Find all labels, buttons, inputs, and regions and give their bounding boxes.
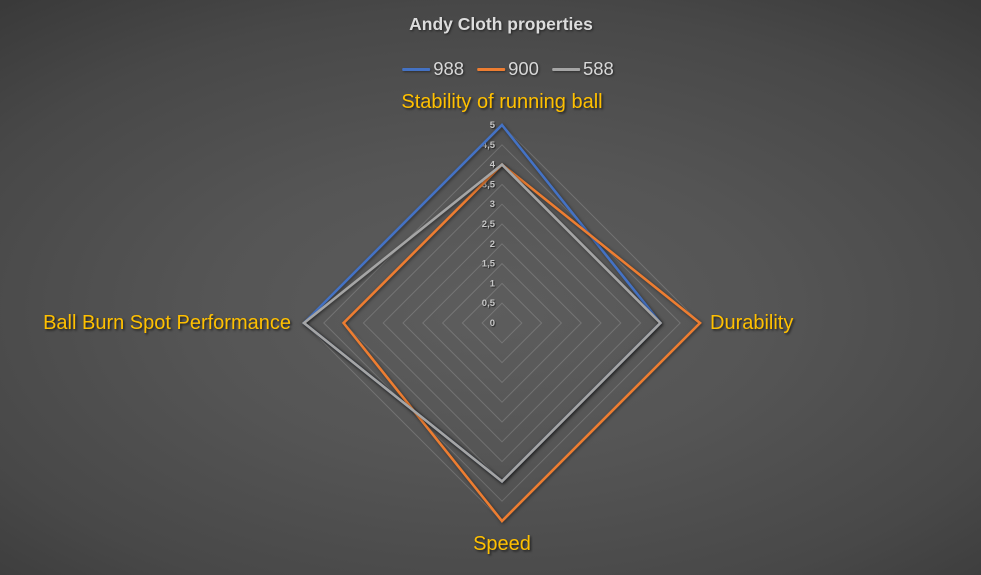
axis-label-stability-of-running-ball: Stability of running ball	[401, 91, 603, 113]
legend-item-series-588: 588	[551, 58, 614, 80]
radar-gridline-ring	[362, 183, 642, 463]
legend-line-swatch-gray	[551, 67, 580, 71]
value-axis-tick-label: 2,5	[482, 219, 496, 230]
radar-gridline-ring	[461, 282, 543, 364]
radar-gridline-ring	[441, 262, 563, 384]
value-axis-tick-label: 0	[490, 318, 495, 329]
radar-gridline-ring	[342, 163, 662, 483]
legend-line-swatch-blue	[402, 67, 431, 71]
chart-title: Andy Cloth properties	[409, 14, 593, 34]
legend-label: 988	[433, 58, 465, 79]
radar-gridline-ring	[402, 223, 602, 423]
value-axis-tick-label: 0,5	[482, 298, 496, 309]
chart-legend: 988 900 588	[402, 58, 614, 80]
value-axis-tick-label: 3	[490, 199, 495, 210]
axis-label-speed: Speed	[473, 533, 531, 555]
value-axis-tick-label: 1,5	[482, 259, 496, 270]
legend-label: 900	[508, 58, 539, 79]
legend-line-swatch-orange	[477, 67, 506, 71]
value-axis-tick-label: 5	[490, 120, 496, 131]
radar-gridline-ring	[382, 203, 622, 443]
radar-gridline-ring	[323, 144, 681, 502]
radar-gridline-ring	[481, 302, 523, 344]
radar-series-588	[301, 162, 663, 484]
radar-series-900	[341, 162, 702, 523]
legend-label: 588	[582, 58, 614, 79]
axis-label-durability: Durability	[710, 312, 794, 334]
value-axis-tick-label: 2	[490, 239, 495, 250]
axis-label-ball-burn-spot-performance: Ball Burn Spot Performance	[43, 312, 291, 334]
value-axis-tick-label: 4,5	[482, 140, 496, 151]
value-axis-tick-label: 4	[490, 160, 496, 171]
legend-item-series-900: 900	[477, 58, 539, 80]
radar-gridline-ring	[422, 243, 582, 403]
legend-item-series-988: 988	[402, 58, 464, 80]
value-axis-tick-label: 1	[490, 278, 496, 289]
value-axis-tick-label: 3,5	[482, 179, 496, 190]
